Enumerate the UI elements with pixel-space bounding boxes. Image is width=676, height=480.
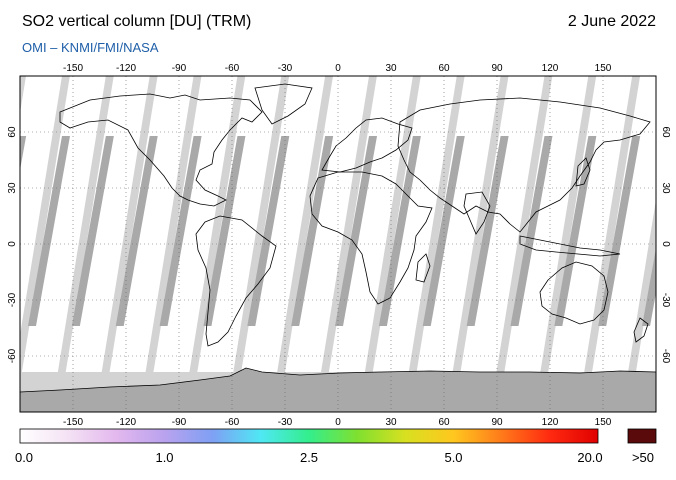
coastlines [59, 83, 651, 347]
japan-outline [575, 157, 591, 187]
lon-tick-top: -30 [278, 63, 293, 74]
lon-tick-bottom: -90 [172, 417, 187, 428]
lon-tick-top: 60 [438, 63, 450, 74]
swath-strip [285, 76, 370, 372]
map-area [0, 76, 656, 412]
swath-gap [71, 136, 114, 326]
lon-tick-top: -60 [225, 63, 240, 74]
swath-strip [328, 76, 413, 372]
lon-tick-top: 150 [595, 63, 612, 74]
lon-tick-bottom: -60 [225, 417, 240, 428]
madagascar-outline [415, 253, 431, 283]
lon-tick-top: -90 [172, 63, 187, 74]
swath-gap [378, 136, 421, 326]
lon-tick-top: 0 [335, 63, 341, 74]
axis-ticks: -150 -150 -120 -120 -90 -90 -60 -60 -30 -30 0 0 30 30… [7, 63, 671, 428]
swath-gap [291, 136, 334, 326]
lon-tick-top: -150 [63, 63, 83, 74]
asia-outline [397, 97, 651, 233]
north-america-outline [59, 93, 263, 207]
graticule-lines [20, 76, 656, 412]
swath-strip [372, 76, 457, 372]
lon-tick-top: 90 [491, 63, 503, 74]
swath-gap [466, 136, 509, 326]
lat-tick-left: 30 [7, 182, 18, 194]
lat-tick-right: 60 [660, 126, 671, 138]
lat-tick-right: -60 [660, 349, 671, 364]
lon-tick-bottom: 0 [335, 417, 341, 428]
satellite-swaths [0, 76, 656, 372]
india-outline [463, 191, 491, 235]
map-title: SO2 vertical column [DU] (TRM) [22, 13, 252, 30]
lat-tick-left: 0 [7, 241, 18, 247]
colorbar-label: 0.0 [14, 450, 34, 465]
lat-tick-right: 30 [660, 182, 671, 194]
lon-tick-top: 30 [385, 63, 397, 74]
colorbar-label: 2.5 [299, 450, 319, 465]
swath-gap [510, 136, 553, 326]
lon-tick-top: -120 [116, 63, 136, 74]
lon-tick-bottom: 90 [491, 417, 503, 428]
lon-tick-top: 120 [542, 63, 559, 74]
swath-gap [554, 136, 597, 326]
colorbar-label: 20.0 [577, 450, 603, 465]
swath-gap [422, 136, 465, 326]
swath-gap [642, 248, 656, 326]
data-source-credit: OMI – KNMI/FMI/NASA [22, 40, 159, 55]
swath-strip [241, 76, 326, 372]
map-frame [19, 75, 657, 413]
colorbar-overflow-label: >50 [631, 450, 655, 465]
lat-tick-right: 0 [660, 241, 671, 247]
lon-tick-bottom: -120 [116, 417, 136, 428]
map-date: 2 June 2022 [567, 13, 656, 30]
swath-gap [598, 136, 641, 326]
swath-strip [65, 76, 150, 372]
lon-tick-bottom: 60 [438, 417, 450, 428]
lon-tick-bottom: 150 [595, 417, 612, 428]
swath-gap [20, 136, 27, 171]
swath-strip [20, 76, 62, 335]
lon-tick-bottom: 120 [542, 417, 559, 428]
swath-strip [504, 76, 589, 372]
africa-outline [309, 171, 433, 305]
swath-strip [548, 76, 633, 372]
lat-tick-left: -60 [7, 348, 18, 363]
swath-strip [0, 76, 18, 372]
greenland-outline [254, 83, 313, 125]
swath-strip [460, 76, 545, 372]
europe-outline [321, 117, 413, 173]
swath-gap [247, 136, 290, 326]
south-america-outline [195, 215, 277, 347]
swath-strip [416, 76, 501, 372]
lat-tick-left: 60 [7, 126, 18, 138]
colorbar-overflow-swatch [627, 428, 657, 444]
lat-tick-left: -30 [7, 292, 18, 307]
colorbar [19, 428, 599, 444]
swath-gap [28, 136, 70, 326]
swath-gap [335, 136, 378, 326]
indonesia-outline [519, 235, 621, 257]
swath-strip [21, 76, 106, 372]
lat-tick-right: -30 [660, 293, 671, 308]
new-zealand-outline [633, 317, 649, 343]
swath-gap [159, 136, 202, 326]
colorbar-label: 1.0 [155, 450, 174, 465]
lon-tick-bottom: -30 [278, 417, 293, 428]
australia-outline [539, 261, 609, 325]
swath-gap [115, 136, 158, 326]
swath-gap [203, 136, 246, 326]
swath-strip [109, 76, 194, 372]
colorbar-label: 5.0 [444, 450, 463, 465]
lon-tick-bottom: -150 [63, 417, 83, 428]
lon-tick-bottom: 30 [385, 417, 397, 428]
swath-strip [153, 76, 238, 372]
orbit-gaps [20, 136, 656, 326]
swath-strip [197, 76, 282, 372]
